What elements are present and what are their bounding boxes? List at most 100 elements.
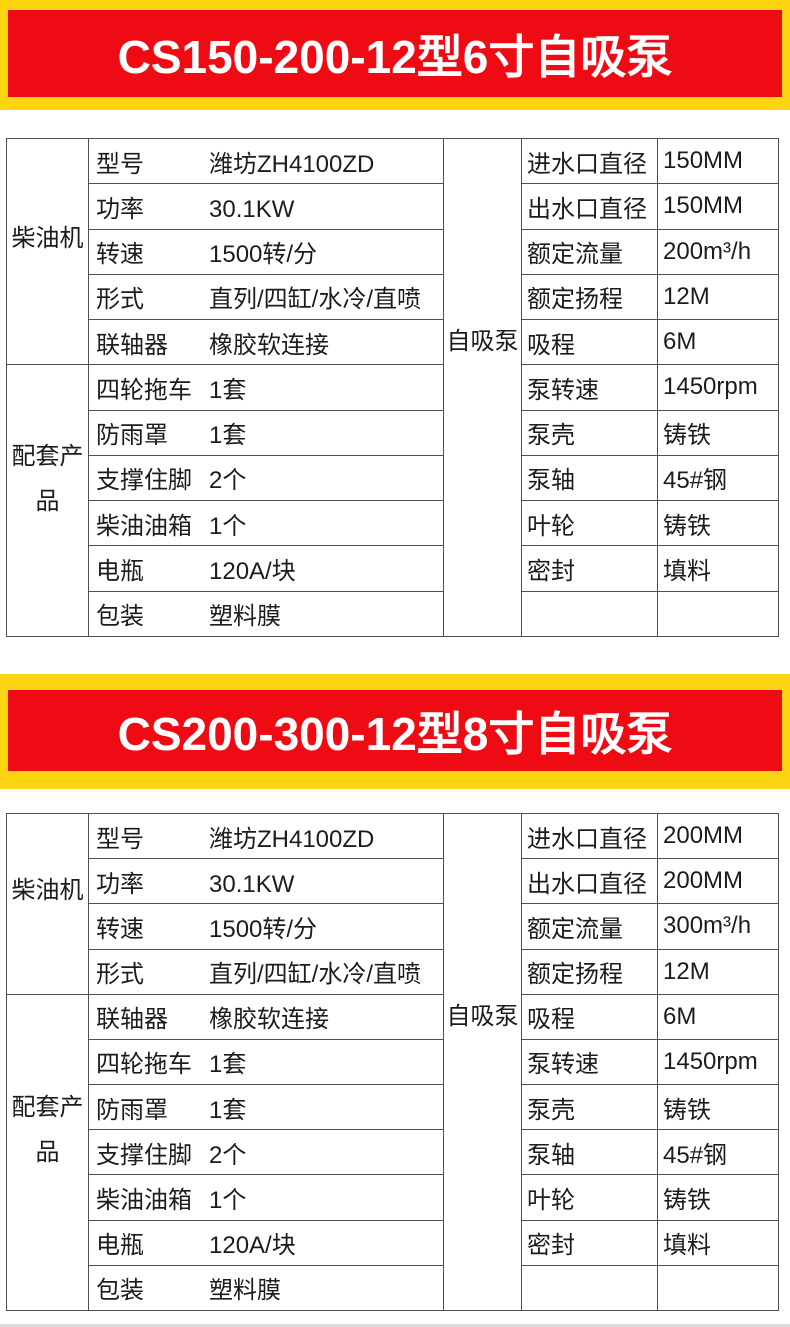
product-title-1: CS150-200-12型6寸自吸泵 — [117, 30, 673, 83]
left-spec-cell: 电瓶 120A/块 — [88, 545, 444, 592]
spec-label: 支撑住脚 — [96, 467, 192, 495]
spec-label: 转速 — [96, 915, 144, 943]
spec-label: 出水口直径 — [521, 858, 658, 905]
left-spec-cell: 型号 潍坊ZH4100ZD — [88, 812, 444, 860]
table-row: 柴油油箱 1个 叶轮 铸铁 — [7, 500, 779, 547]
spec-value: 200MM — [657, 812, 779, 860]
spec-label: 型号 — [96, 150, 144, 178]
table-row: 配套产品 联轴器 橡胶软连接 吸程 6M — [6, 993, 779, 1312]
spec-value: 6M — [657, 993, 779, 1040]
spec-label: 密封 — [521, 1219, 658, 1266]
yellow-band-section1: CS150-200-12型6寸自吸泵 — [0, 0, 790, 110]
spec-value: 铸铁 — [657, 500, 779, 547]
empty-cell — [521, 590, 658, 638]
table-row: 电瓶 120A/块 密封 填料 — [7, 545, 779, 592]
left-spec-cell: 功率 30.1KW — [88, 858, 444, 905]
table-row: 支撑住脚 2个 泵轴 45#钢 — [7, 1129, 779, 1176]
spec-value: 12M — [657, 273, 779, 321]
table-row: 功率 30.1KW 出水口直径 150MM — [7, 183, 779, 230]
spec-label: 额定扬程 — [521, 948, 658, 995]
left-spec-cell: 支撑住脚 2个 — [88, 1129, 444, 1176]
group-cell-accessory: 配套产品 — [6, 364, 89, 637]
group-cell-engine: 柴油机 — [6, 137, 89, 366]
spec-value: 1450rpm — [657, 1038, 779, 1086]
left-spec-cell: 包装 塑料膜 — [88, 1264, 444, 1312]
spec-label: 转速 — [96, 241, 144, 269]
spec-value: 橡胶软连接 — [209, 331, 329, 359]
table-row: 功率 30.1KW 出水口直径 200MM — [7, 858, 779, 905]
spec-label: 形式 — [96, 286, 144, 314]
left-spec-cell: 防雨罩 1套 — [88, 1084, 444, 1131]
spec-label: 防雨罩 — [96, 422, 168, 450]
spec-label: 包装 — [96, 1277, 144, 1305]
spec-label: 联轴器 — [96, 331, 168, 359]
spec-value: 6M — [657, 319, 779, 366]
spec-value: 2个 — [209, 467, 247, 495]
spec-value: 120A/块 — [209, 558, 296, 586]
spec-label: 四轮拖车 — [96, 1051, 192, 1079]
spec-label: 支撑住脚 — [96, 1141, 192, 1169]
spec-value: 1500转/分 — [209, 915, 318, 943]
spec-value: 45#钢 — [657, 1129, 779, 1176]
spec-value: 填料 — [657, 545, 779, 592]
table-row: 配套产品 四轮拖车 1套 泵转速 1450rpm — [6, 364, 779, 637]
group-cell-accessory: 配套产品 — [6, 993, 89, 1312]
spec-value: 1500转/分 — [209, 241, 318, 269]
spec-value: 1450rpm — [657, 364, 779, 411]
left-spec-cell: 联轴器 橡胶软连接 — [88, 319, 444, 366]
spec-label: 额定扬程 — [521, 273, 658, 321]
spec-value: 30.1KW — [209, 870, 295, 898]
spec-label: 泵轴 — [521, 1129, 658, 1176]
spec-value: 塑料膜 — [209, 603, 281, 631]
spec-label: 密封 — [521, 545, 658, 592]
left-spec-cell: 联轴器 橡胶软连接 — [88, 993, 444, 1040]
spec-value: 1个 — [209, 512, 247, 540]
left-spec-cell: 转速 1500转/分 — [88, 228, 444, 275]
spec-value: 2个 — [209, 1141, 247, 1169]
spec-value: 200MM — [657, 858, 779, 905]
spec-label: 包装 — [96, 603, 144, 631]
spec-value: 120A/块 — [209, 1232, 296, 1260]
spec-label: 柴油油箱 — [96, 512, 192, 540]
spec-label: 进水口直径 — [521, 812, 658, 860]
left-spec-cell: 柴油油箱 1个 — [88, 500, 444, 547]
spec-label: 叶轮 — [521, 1174, 658, 1221]
spec-label: 泵轴 — [521, 454, 658, 502]
spec-value: 12M — [657, 948, 779, 995]
spec-value: 铸铁 — [657, 1174, 779, 1221]
spec-label: 进水口直径 — [521, 137, 658, 185]
left-spec-cell: 四轮拖车 1套 — [88, 364, 444, 411]
spec-value: 30.1KW — [209, 195, 295, 223]
spec-value: 直列/四缸/水冷/直喷 — [209, 286, 422, 314]
left-spec-cell: 型号 潍坊ZH4100ZD — [88, 137, 444, 185]
spec-value: 1套 — [209, 376, 247, 404]
group-cell-pump: 自吸泵 — [443, 138, 522, 637]
spec-value: 铸铁 — [657, 409, 779, 456]
group-cell-pump: 自吸泵 — [443, 813, 522, 1311]
spec-value: 直列/四缸/水冷/直喷 — [209, 961, 422, 989]
left-spec-cell: 电瓶 120A/块 — [88, 1219, 444, 1266]
spec-label: 额定流量 — [521, 228, 658, 275]
left-spec-cell: 包装 塑料膜 — [88, 590, 444, 638]
spec-value: 1套 — [209, 1051, 247, 1079]
spec-value: 300m³/h — [657, 903, 779, 950]
table-row: 形式 直列/四缸/水冷/直喷 额定扬程 12M — [7, 948, 779, 995]
bottom-divider — [0, 1324, 790, 1327]
spec-label: 四轮拖车 — [96, 376, 192, 404]
table-row: 联轴器 橡胶软连接 吸程 6M — [7, 319, 779, 366]
spec-value: 塑料膜 — [209, 1277, 281, 1305]
spec-value: 150MM — [657, 183, 779, 230]
table-row: 转速 1500转/分 额定流量 300m³/h — [7, 903, 779, 950]
spec-label: 叶轮 — [521, 500, 658, 547]
spec-label: 泵转速 — [521, 364, 658, 411]
left-spec-cell: 功率 30.1KW — [88, 183, 444, 230]
table-row: 电瓶 120A/块 密封 填料 — [7, 1219, 779, 1266]
table-row: 防雨罩 1套 泵壳 铸铁 — [7, 409, 779, 456]
spec-label: 联轴器 — [96, 1006, 168, 1034]
table-row: 柴油机 型号 潍坊ZH4100ZD 自吸泵 进水口直径 200MM — [6, 812, 779, 1311]
left-spec-cell: 防雨罩 1套 — [88, 409, 444, 456]
empty-cell — [657, 590, 779, 638]
table-row: 转速 1500转/分 额定流量 200m³/h — [7, 228, 779, 275]
spec-label: 柴油油箱 — [96, 1186, 192, 1214]
